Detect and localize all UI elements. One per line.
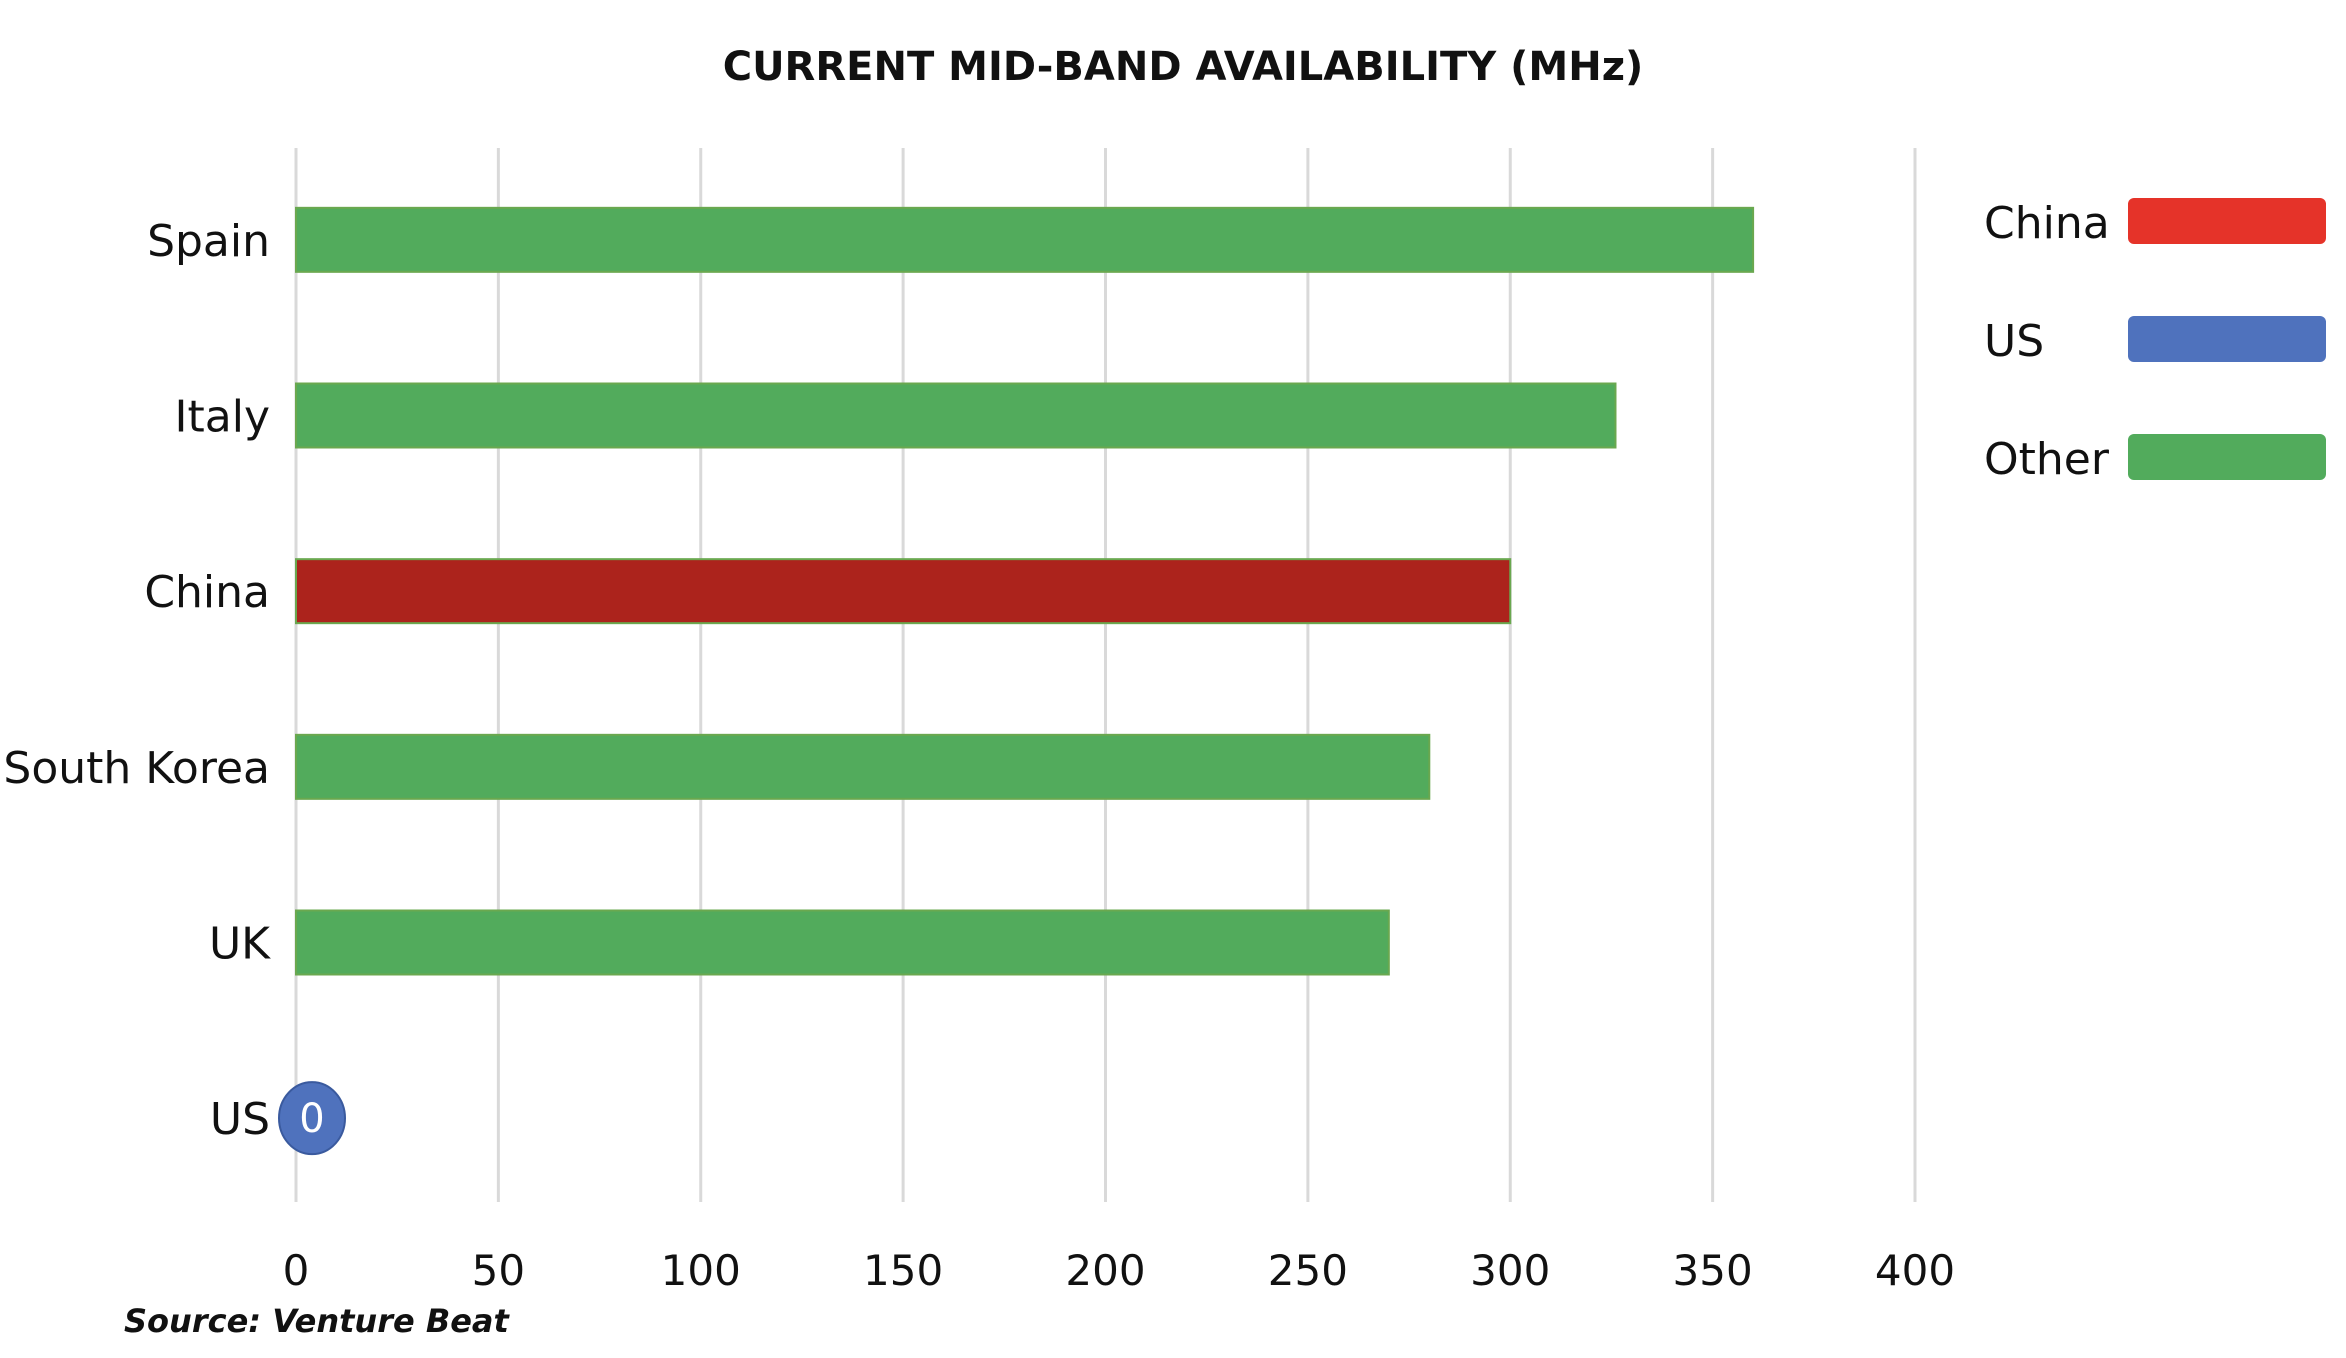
- gridlines: [294, 148, 1917, 1202]
- legend-swatch-china: [2128, 198, 2326, 244]
- category-label-italy: Italy: [175, 392, 270, 443]
- bar-south-korea: [295, 733, 1431, 800]
- category-label-china: China: [144, 567, 270, 618]
- category-label-south-korea: South Korea: [3, 743, 270, 794]
- x-axis-tick-labels: 0 50 100 150 200 250 300 350 400: [283, 1246, 1955, 1295]
- x-tick-label-300: 300: [1470, 1246, 1550, 1295]
- bar-spain: [295, 206, 1755, 273]
- x-tick-label-0: 0: [283, 1246, 310, 1295]
- bar-china: [295, 558, 1512, 625]
- x-tick-label-350: 350: [1673, 1246, 1753, 1295]
- category-label-uk: UK: [209, 919, 271, 970]
- legend-swatch-other: [2128, 434, 2326, 480]
- category-labels: Spain Italy China South Korea UK US: [3, 216, 271, 1145]
- x-tick-label-100: 100: [661, 1246, 741, 1295]
- category-label-us: US: [210, 1094, 270, 1145]
- legend-label-china: China: [1984, 198, 2110, 249]
- legend-label-us: US: [1984, 316, 2044, 367]
- legend: China US Other: [1984, 198, 2326, 485]
- x-tick-label-400: 400: [1875, 1246, 1955, 1295]
- legend-swatch-us: [2128, 316, 2326, 362]
- x-tick-label-50: 50: [472, 1246, 525, 1295]
- bar-us: [278, 1081, 346, 1156]
- x-tick-label-250: 250: [1268, 1246, 1348, 1295]
- x-tick-label-200: 200: [1065, 1246, 1145, 1295]
- source-note: Source: Venture Beat: [124, 1302, 511, 1340]
- bar-uk: [295, 909, 1390, 976]
- bar-italy: [295, 382, 1617, 449]
- data-label-us: 0: [299, 1096, 324, 1142]
- category-label-spain: Spain: [147, 216, 270, 267]
- chart-title: CURRENT MID-BAND AVAILABILITY (MHz): [723, 44, 1644, 90]
- x-tick-label-150: 150: [863, 1246, 943, 1295]
- bars: 0: [278, 206, 1755, 1156]
- legend-label-other: Other: [1984, 434, 2110, 485]
